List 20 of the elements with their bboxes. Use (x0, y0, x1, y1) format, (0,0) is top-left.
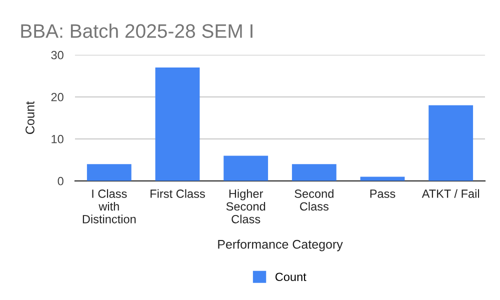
y-tick-label: 30 (51, 50, 64, 60)
bar (224, 156, 268, 181)
y-tick-label: 0 (58, 176, 64, 186)
x-tick-label: Higher Second Class (226, 189, 266, 224)
y-axis-title: Count (26, 101, 34, 134)
bar (292, 164, 336, 181)
bar (428, 105, 474, 181)
bar (155, 68, 200, 181)
x-tick-label: First Class (150, 189, 205, 198)
y-tick-label: 10 (52, 134, 64, 144)
y-tick-label: 20 (51, 92, 64, 102)
legend-label: Count (275, 272, 306, 282)
x-tick-label: ATKT / Fail (422, 189, 480, 198)
bar (360, 176, 405, 181)
x-tick-label: I Class with Distinction (82, 189, 136, 224)
bar (86, 164, 132, 181)
x-axis-title: Performance Category (218, 240, 343, 252)
chart-title: BBA: Batch 2025-28 SEM I (21, 24, 252, 38)
x-tick-label: Pass (370, 190, 396, 198)
x-tick-label: Second Class (294, 189, 334, 211)
